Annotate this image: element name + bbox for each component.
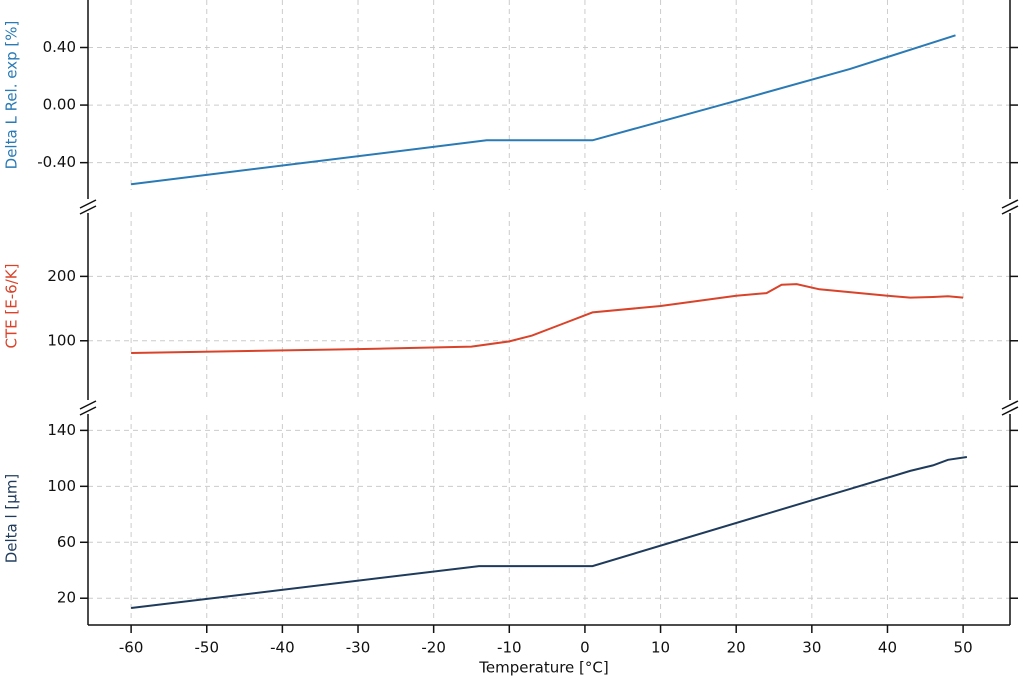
y-tick-label: 20 bbox=[57, 589, 76, 607]
y-tick-label: 60 bbox=[57, 533, 76, 551]
x-tick-label: -30 bbox=[346, 639, 371, 657]
y-tick-label: -0.40 bbox=[37, 153, 76, 171]
x-tick-label: 50 bbox=[954, 639, 973, 657]
x-tick-label: -10 bbox=[497, 639, 522, 657]
axis-breaks bbox=[79, 199, 1019, 416]
x-tick-label: 30 bbox=[802, 639, 821, 657]
data-line bbox=[131, 283, 964, 354]
x-tick-label: -50 bbox=[194, 639, 219, 657]
x-tick-label: 40 bbox=[878, 639, 897, 657]
x-tick-label: 0 bbox=[580, 639, 590, 657]
x-tick-label: -20 bbox=[421, 639, 446, 657]
x-tick-label: 20 bbox=[727, 639, 746, 657]
y-tick-label: 140 bbox=[47, 421, 76, 439]
data-line bbox=[130, 456, 968, 609]
x-tick-label: -40 bbox=[270, 639, 295, 657]
y-axis-label: CTE [E-6/K] bbox=[3, 264, 21, 349]
data-line bbox=[130, 34, 956, 186]
y-tick-label: 100 bbox=[47, 331, 76, 349]
y-axis-label: Delta l [µm] bbox=[3, 474, 21, 564]
y-tick-label: 0.40 bbox=[43, 38, 76, 56]
x-tick-label: -60 bbox=[119, 639, 144, 657]
x-axis-label: Temperature [°C] bbox=[478, 659, 608, 677]
y-tick-label: 200 bbox=[47, 267, 76, 285]
y-axis-label: Delta L Rel. exp [%] bbox=[3, 21, 21, 170]
y-tick-label: 100 bbox=[47, 477, 76, 495]
y-tick-label: 0.00 bbox=[43, 96, 76, 114]
x-tick-label: 10 bbox=[651, 639, 670, 657]
